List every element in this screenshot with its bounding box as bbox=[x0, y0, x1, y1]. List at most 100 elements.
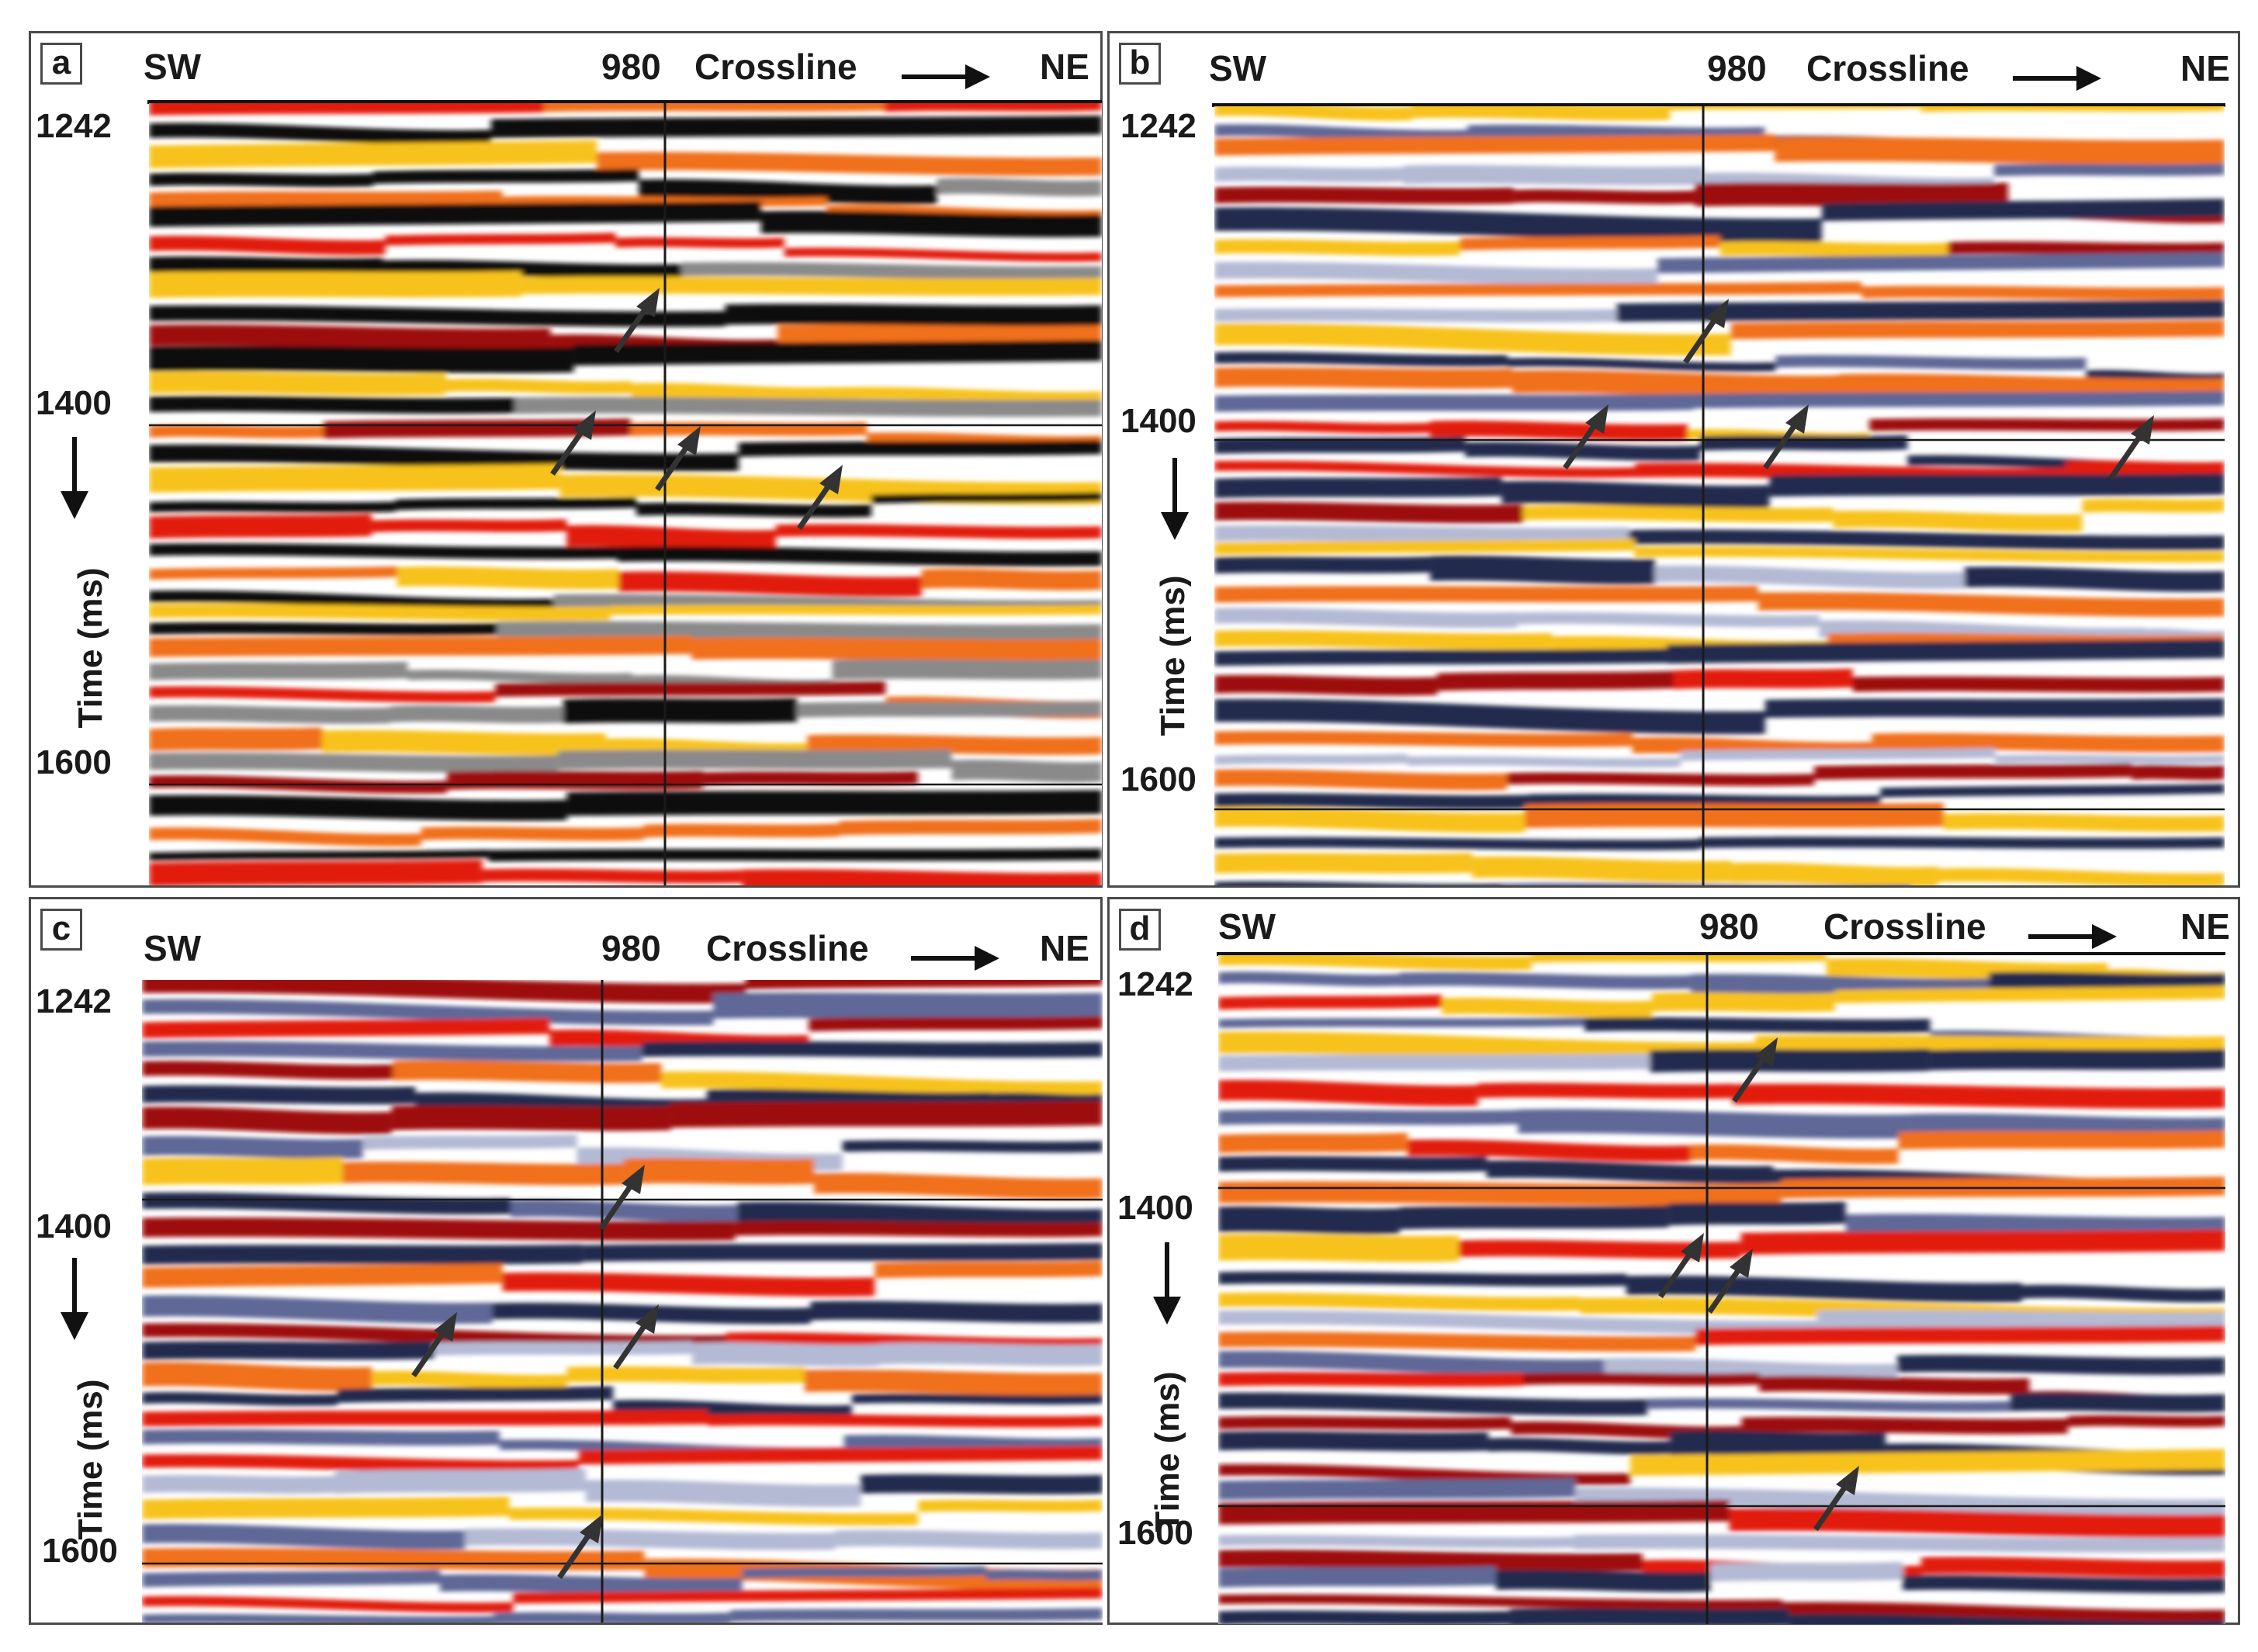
reflector-band bbox=[142, 1085, 416, 1105]
reflector-band bbox=[1407, 756, 1681, 768]
reflector-band bbox=[338, 1386, 614, 1403]
fault-arrow-icon bbox=[557, 1514, 603, 1579]
reflector-band bbox=[1730, 862, 1938, 885]
reflector-band bbox=[149, 424, 324, 438]
reflector-band bbox=[725, 303, 1102, 327]
reflector-band bbox=[670, 1100, 1103, 1128]
reflector-band bbox=[149, 827, 421, 847]
reflector-band bbox=[1218, 1110, 1519, 1125]
reflector-band bbox=[1647, 1397, 2010, 1412]
section-top-line bbox=[1212, 103, 2225, 107]
reflector-band bbox=[1509, 1608, 1789, 1624]
reflector-band bbox=[1218, 1234, 1459, 1262]
reflector-band bbox=[149, 372, 446, 396]
reflector-band bbox=[1214, 106, 1412, 121]
reflector-band bbox=[142, 1107, 392, 1134]
reflector-band bbox=[342, 1161, 624, 1186]
fault-arrow-icon bbox=[614, 288, 660, 353]
reflector-band bbox=[1729, 1508, 2225, 1538]
reflector-band bbox=[1214, 585, 1758, 603]
reflector-band bbox=[149, 444, 739, 472]
time-tick-1242: 1242 bbox=[1120, 107, 1197, 145]
reflector-band bbox=[1218, 994, 1442, 1010]
reflector-band bbox=[760, 210, 1102, 237]
reflector-band bbox=[1214, 630, 1552, 649]
reflector-band bbox=[1218, 1292, 1581, 1311]
reflector-band bbox=[149, 172, 373, 187]
reflector-band bbox=[149, 604, 611, 621]
time-tick-1242: 1242 bbox=[36, 982, 112, 1020]
reflector-band bbox=[1670, 106, 1921, 111]
reflector-band bbox=[558, 749, 952, 770]
panel-letter: a bbox=[40, 43, 82, 85]
reflector-band bbox=[797, 701, 1102, 718]
crossline-number: 980 bbox=[1707, 48, 1767, 88]
reflector-band bbox=[885, 103, 1102, 113]
reflector-band bbox=[1430, 555, 1655, 585]
reflector-band bbox=[149, 727, 322, 751]
reflector-band bbox=[1821, 199, 2225, 221]
reflector-band bbox=[1214, 698, 1765, 735]
time-tick-1242: 1242 bbox=[1117, 965, 1193, 1003]
reflector-band bbox=[149, 235, 386, 255]
reflector-band bbox=[149, 849, 489, 861]
panel-d: d SW 980 Crossline NE 1242 1400 1600 Tim… bbox=[1107, 897, 2240, 1625]
reflector-band bbox=[1507, 772, 1815, 786]
reflector-band bbox=[1938, 868, 2225, 885]
fault-arrow-icon bbox=[1658, 1233, 1704, 1298]
reflector-band bbox=[1214, 807, 1526, 833]
reflector-band bbox=[1523, 1372, 1760, 1386]
reflector-band bbox=[807, 734, 1102, 755]
section-top-line bbox=[1217, 952, 2225, 956]
reflector-band bbox=[1730, 320, 2225, 340]
reflector-band bbox=[1218, 1416, 1512, 1430]
reflector-band bbox=[149, 501, 396, 513]
time-axis-label: Time (ms) bbox=[1154, 575, 1192, 736]
fault-arrow-icon bbox=[613, 1304, 659, 1370]
right-arrow-icon bbox=[902, 64, 990, 89]
reflector-band bbox=[1680, 747, 1996, 761]
down-arrow-icon bbox=[1153, 1242, 1181, 1325]
reflector-band bbox=[495, 681, 886, 698]
reflector-band bbox=[691, 637, 1102, 661]
reflector-band bbox=[1218, 1350, 1605, 1377]
reflector-band bbox=[834, 386, 1102, 404]
reflector-band bbox=[1214, 730, 1633, 747]
reflector-band bbox=[1695, 182, 2009, 207]
reflector-band bbox=[1218, 1594, 1782, 1610]
reflector-band bbox=[149, 190, 503, 209]
ne-label: NE bbox=[2180, 48, 2230, 88]
reflector-band bbox=[735, 1221, 1103, 1238]
reflector-band bbox=[142, 1613, 494, 1623]
fault-arrow-icon bbox=[2108, 415, 2154, 480]
reflector-band bbox=[937, 178, 1102, 196]
reflector-band bbox=[1690, 1144, 1899, 1165]
reflector-band bbox=[810, 1300, 1103, 1323]
reflector-band bbox=[871, 492, 1102, 504]
reflector-band bbox=[445, 379, 632, 394]
reflector-band bbox=[1650, 1048, 1930, 1073]
reflector-band bbox=[1755, 1034, 2225, 1053]
reflector-band bbox=[1214, 648, 1668, 667]
reflector-band bbox=[142, 1474, 335, 1494]
down-arrow-icon bbox=[1161, 458, 1189, 540]
reflector-band bbox=[730, 1608, 1103, 1623]
reflector-band bbox=[502, 1272, 875, 1297]
reflector-band bbox=[1214, 881, 1503, 885]
reflector-band bbox=[142, 1454, 580, 1474]
reflector-band bbox=[1214, 239, 1460, 256]
reflector-band bbox=[566, 790, 1102, 816]
panel-letter: c bbox=[40, 909, 82, 951]
reflector-band bbox=[1709, 1561, 1903, 1582]
reflector-band bbox=[1764, 698, 2225, 719]
reflector-band bbox=[878, 1342, 1103, 1366]
reflector-band bbox=[1943, 813, 2225, 833]
reflector-band bbox=[1218, 1550, 1643, 1571]
reflector-band bbox=[397, 566, 619, 590]
reflector-band bbox=[149, 622, 497, 636]
reflector-band bbox=[1214, 753, 1408, 765]
ne-label: NE bbox=[1040, 928, 1089, 968]
reflector-band bbox=[1218, 1271, 1626, 1287]
section-top-line bbox=[147, 100, 1102, 104]
reflector-band bbox=[2132, 764, 2225, 781]
